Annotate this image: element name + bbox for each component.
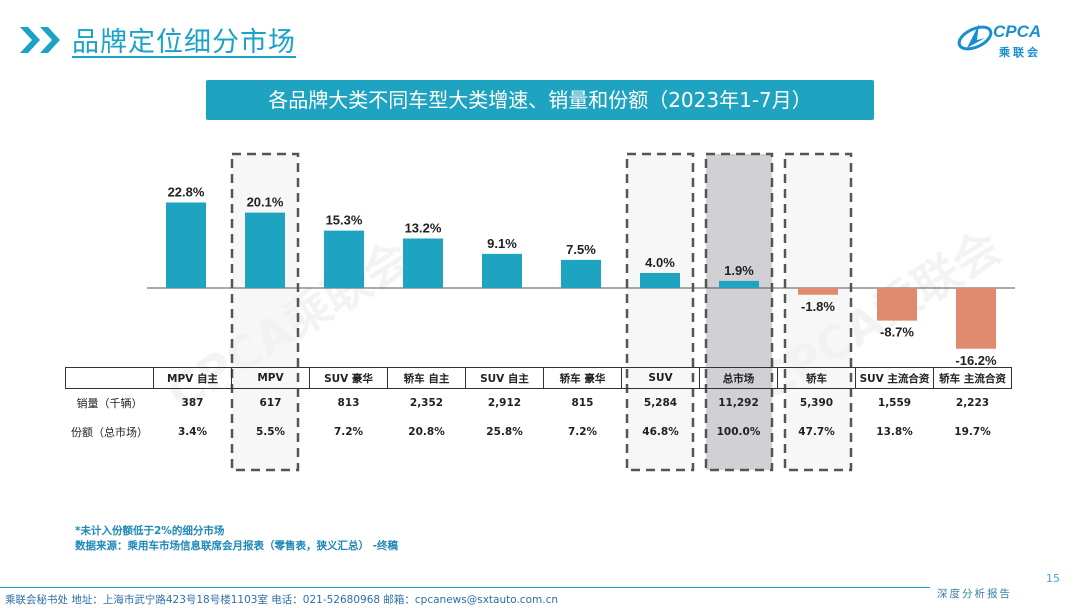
highlight-box [625,152,695,472]
bar [798,288,838,295]
table-cell: 815 [571,397,594,410]
table-header-cell: SUV 豪华 [309,367,388,389]
logo-cn-text: 乘联会 [999,46,1041,59]
table-cell: 617 [259,397,282,410]
table-cell: 7.2% [333,426,364,438]
table-header-cell: 轿车 [777,367,856,389]
bar [166,202,206,288]
data-table: MPV 自主 MPV SUV 豪华 轿车 自主 SUV 自主 轿车 豪华 SUV 总市场 轿车 S… [65,367,1012,447]
report-label: 深度分析报告 [937,588,1012,600]
table-corner-cell [65,367,154,389]
bar-value-label: 1.9% [724,263,754,278]
table-cell: 5,284 [643,397,678,410]
table-header-cell: MPV [231,367,310,389]
logo-emblem-icon [957,24,993,51]
highlight-box [230,152,300,472]
table-cell: 2,352 [409,397,444,410]
table-cell: 2,912 [487,397,522,410]
table-cell: 5,390 [799,397,834,410]
page-number: 15 [1046,572,1060,585]
bar-value-label: 20.1% [247,195,284,210]
table-header-cell: 总市场 [699,367,778,389]
table-cell: 25.8% [486,426,523,438]
bar [956,288,996,349]
table-cell: 47.7% [798,426,835,438]
bar-value-label: 9.1% [487,236,517,251]
table-header-cell: SUV [621,367,700,389]
bar [719,280,759,288]
table-cell: 11,292 [718,397,759,410]
logo-text: CPCA [993,22,1042,41]
chevron-double-icon [20,27,60,53]
table-header-cell: 轿车 主流合资 [933,367,1012,389]
table-cell: 2,223 [955,397,990,410]
table-cell: 7.2% [567,426,598,438]
bar [324,230,364,288]
table-row-label: 销量（千辆） [76,397,143,411]
bar-value-label: 22.8% [168,185,205,200]
table-cell: 1,559 [877,397,912,410]
table-cell: 19.7% [954,426,991,438]
bar-value-label: -1.8% [801,299,835,314]
note-data-source: 数据来源：乘用车市场信息联席会月报表（零售表，狭义汇总） -终稿 [75,540,399,552]
table-header-row: MPV 自主 MPV SUV 豪华 轿车 自主 SUV 自主 轿车 豪华 SUV 总市场 轿车 S… [65,367,1012,389]
cpca-logo: CPCA 乘联会 [955,18,1065,62]
notes: *未计入份额低于2%的细分市场 数据来源：乘用车市场信息联席会月报表（零售表，狭… [75,524,398,554]
bar [403,238,443,288]
table-header-cell: SUV 自主 [465,367,544,389]
bar-value-label: 7.5% [566,242,596,257]
table-row-label: 份额（总市场） [71,426,148,439]
footer-contact: 乘联会秘书处 地址：上海市武宁路423号18号楼1103室 电话：021-526… [5,594,559,606]
bar [877,288,917,321]
bar [561,259,601,288]
highlight-box [783,152,853,472]
note-share-threshold: *未计入份额低于2%的细分市场 [75,525,225,537]
table-row: 份额（总市场） 3.4% 5.5% 7.2% 20.8% 25.8% 7.2% 46.8% 10… [66,418,1012,447]
table-header-cell: SUV 主流合资 [855,367,934,389]
table-header-cell: 轿车 豪华 [543,367,622,389]
table-cell: 3.4% [177,426,208,438]
chart-title: 各品牌大类不同车型大类增速、销量和份额（2023年1-7月） [206,80,874,120]
table-cell: 5.5% [255,426,286,438]
table-cell: 100.0% [716,426,761,438]
table-cell: 46.8% [642,426,679,438]
bar-value-label: -8.7% [880,325,914,340]
table-header-cell: 轿车 自主 [387,367,466,389]
bar-value-label: 4.0% [645,255,675,270]
bar-value-label: 13.2% [405,221,442,236]
bar-value-label: 15.3% [326,213,363,228]
table-cell: 13.8% [876,426,913,438]
highlight-box [704,152,774,472]
table-cell: 387 [181,397,204,410]
bar-value-label: -16.2% [955,353,997,368]
footer-divider [0,587,930,588]
bar [482,253,522,288]
table-cell: 813 [337,397,360,410]
bar [245,212,285,288]
table-header-cell: MPV 自主 [153,367,232,389]
bar [640,273,680,288]
table-cell: 20.8% [408,426,445,438]
page-title: 品牌定位细分市场 [72,27,296,58]
table-row: 销量（千辆） 387 617 813 2,352 2,912 815 5,284 11,292 5… [66,389,1012,418]
